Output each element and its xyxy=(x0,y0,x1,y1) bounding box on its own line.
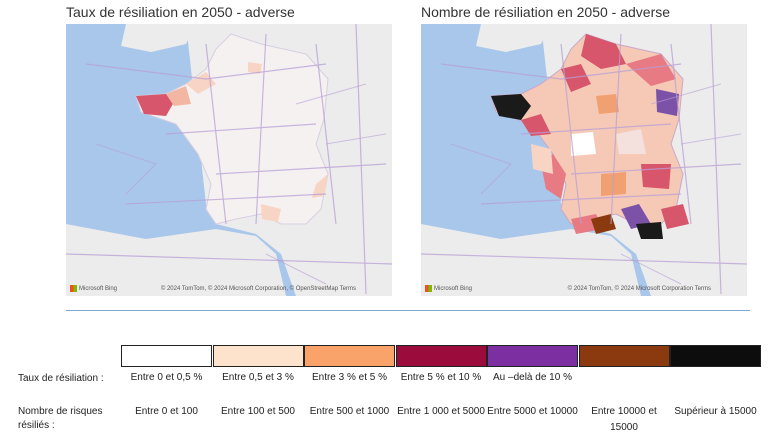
france-map-count xyxy=(421,24,747,296)
legend-count-label: Nombre de risques résiliés : xyxy=(18,406,103,431)
legend-rate-text: Entre 5 % et 10 % xyxy=(400,372,482,383)
legend-rate-text: Entre 0,5 et 3 % xyxy=(222,372,294,383)
legend-swatch xyxy=(487,345,578,367)
map-title: Nombre de résiliation en 2050 - adverse xyxy=(421,4,671,20)
legend-rate-text: Entre 3 % et 5 % xyxy=(311,372,388,383)
divider xyxy=(66,310,750,311)
legend-rate-text: Au –delà de 10 % xyxy=(493,372,572,383)
legend-rate-label: Taux de résiliation : xyxy=(18,373,104,384)
map-canvas[interactable]: Microsoft Bing © 2024 TomTom, © 2024 Mic… xyxy=(66,24,392,296)
map-credit[interactable]: © 2024 TomTom, © 2024 Microsoft Corporat… xyxy=(567,286,711,292)
map-canvas[interactable]: Microsoft Bing © 2024 TomTom, © 2024 Mic… xyxy=(421,24,747,296)
map-panel-rate: Taux de résiliation en 2050 - adverse Mi… xyxy=(66,0,392,300)
legend-swatch xyxy=(121,345,212,367)
legend-swatch xyxy=(670,345,761,367)
bing-logo: Microsoft Bing xyxy=(425,285,472,292)
france-map-rate xyxy=(66,24,392,296)
legend-count-text: Entre 5000 et 10000 xyxy=(487,406,578,417)
bing-logo-icon xyxy=(70,285,77,292)
legend-swatch xyxy=(395,345,487,367)
legend-count-text: Entre 0 et 100 xyxy=(135,406,198,417)
legend-count-text: Entre 500 et 1000 xyxy=(309,406,390,417)
legend-swatch xyxy=(304,345,395,367)
legend-count-text: Entre 10000 et 15000 xyxy=(591,406,657,433)
legend-count-text: Entre 100 et 500 xyxy=(221,406,295,417)
bing-logo: Microsoft Bing xyxy=(70,285,117,292)
legend-count-text: Supérieur à 15000 xyxy=(674,406,757,417)
legend-swatch xyxy=(212,345,304,367)
legend-swatch xyxy=(578,345,670,367)
legend-rate-text: Entre 0 et 0,5 % xyxy=(130,372,203,383)
bing-logo-icon xyxy=(425,285,432,292)
legend-count-text: Entre 1 000 et 5000 xyxy=(397,406,485,417)
map-title: Taux de résiliation en 2050 - adverse xyxy=(66,4,295,20)
map-credit[interactable]: © 2024 TomTom, © 2024 Microsoft Corporat… xyxy=(160,286,356,292)
map-panel-count: Nombre de résiliation en 2050 - adverse xyxy=(421,0,747,300)
